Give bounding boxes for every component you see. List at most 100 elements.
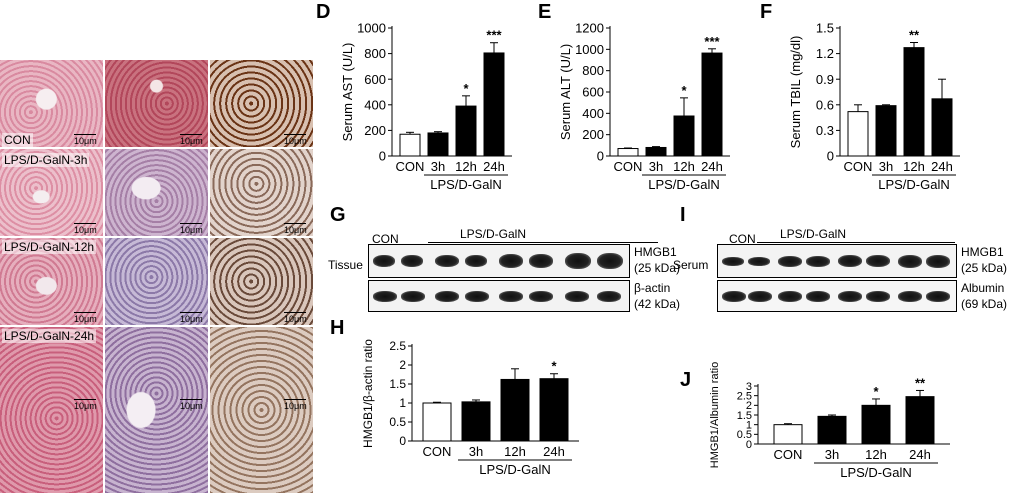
blot-beta-actin — [368, 280, 630, 312]
scale-bar: 10μm — [74, 223, 97, 235]
blot-group-label: LPS/D-GalN — [460, 227, 527, 241]
western-blot-tissue: LPS/D-GalN CON 3h 12h 24h Tissue HMGB1 (… — [328, 227, 681, 318]
significance-marker: * — [551, 359, 557, 374]
category-label: 12h — [504, 444, 526, 459]
band — [806, 291, 830, 302]
tick-label: 0 — [399, 434, 406, 448]
band — [465, 255, 487, 267]
chart-hmgb1-actin-ratio: 0 0.5 1 1.5 2 2.5 HMGB1/β-actin ratio CON 3h 12h *… — [350, 330, 610, 493]
bar — [645, 146, 667, 157]
tile-ihc-con — [210, 60, 313, 147]
panel-letter-e: E — [538, 1, 552, 23]
protein-hmgb1: HMGB1 — [961, 245, 1004, 259]
bar — [773, 424, 803, 445]
blot-group-label: LPS/D-GalN — [780, 227, 847, 241]
tick-label: 2 — [746, 400, 752, 412]
western-blot-serum: LPS/D-GalN CON 3h 12h 24h Serum HMGB1 (2… — [673, 227, 1024, 318]
protein-beta-actin: β-actin — [634, 281, 671, 295]
group-label: LPS/D-GalN — [840, 465, 912, 480]
tile-he-con — [0, 60, 103, 147]
category-label: 3h — [879, 159, 893, 174]
tile-masson-con — [105, 60, 208, 147]
scale-bar: 10μm — [284, 399, 307, 411]
y-axis-label: Serum AST (U/L) — [340, 43, 355, 142]
lane-label-con: CON — [372, 232, 399, 246]
category-label: 3h — [431, 159, 445, 174]
group-line — [428, 242, 658, 243]
category-label: 3h — [469, 444, 483, 459]
y-axis-label: HMGB1/β-actin ratio — [361, 339, 375, 448]
bar — [931, 98, 953, 157]
tile-he-24h — [0, 327, 103, 493]
significance-marker: * — [463, 81, 469, 96]
sample-label-serum: Serum — [673, 258, 709, 272]
category-label: 3h — [649, 159, 663, 174]
bar — [500, 378, 530, 442]
row-label-con: CON — [2, 133, 33, 147]
bar — [847, 111, 869, 157]
tick-label: 0.3 — [816, 123, 834, 138]
scale-bar: 10μm — [180, 312, 203, 324]
category-label: 3h — [825, 447, 839, 462]
tick-label: 0.5 — [737, 429, 752, 441]
group-line — [757, 242, 955, 243]
bar — [617, 148, 639, 157]
category-label: 24h — [701, 159, 723, 174]
significance-marker: *** — [486, 28, 502, 43]
scale-bar: 10μm — [284, 134, 307, 146]
significance-marker: * — [873, 384, 879, 399]
band — [778, 256, 802, 267]
band — [722, 257, 744, 266]
band — [373, 291, 397, 302]
band — [435, 255, 459, 267]
band — [465, 291, 489, 302]
bar — [483, 52, 505, 157]
y-axis-label: Serum ALT (U/L) — [558, 44, 573, 140]
tick-label: 1.5 — [389, 377, 406, 391]
row-label-24h: LPS/D-GalN-24h — [2, 329, 97, 343]
tick-label: 600 — [364, 72, 386, 87]
tick-label: 1000 — [357, 21, 386, 36]
scale-bar: 10μm — [74, 312, 97, 324]
category-label: CON — [774, 447, 803, 462]
tick-label: 800 — [364, 46, 386, 61]
chart-serum-ast: 0 200 400 600 800 1000 Serum AST (U/L) CON 3h * 12… — [330, 18, 540, 198]
histology-grid: CON LPS/D-GalN-3h LPS/D-GalN-12h LPS/D-G… — [0, 60, 313, 493]
y-axis-label: Serum TBIL (mg/dl) — [788, 36, 803, 149]
band — [898, 255, 922, 268]
band — [926, 255, 950, 268]
band — [748, 257, 770, 266]
category-label: CON — [423, 444, 452, 459]
tick-label: 1.5 — [816, 21, 834, 36]
tick-label: 0.9 — [816, 72, 834, 87]
band — [926, 291, 950, 302]
tick-label: 200 — [364, 123, 386, 138]
tick-label: 1200 — [575, 21, 604, 36]
band — [401, 255, 423, 267]
tick-label: 2 — [399, 358, 406, 372]
protein-albumin: Albumin — [961, 281, 1005, 295]
category-label: 24h — [543, 444, 565, 459]
tick-label: 1 — [746, 420, 752, 432]
band — [529, 291, 553, 302]
lane-label-con: CON — [729, 232, 756, 246]
significance-marker: ** — [909, 28, 920, 43]
band — [748, 291, 772, 302]
blot-hmgb1 — [717, 244, 957, 278]
panel-letter-d: D — [316, 1, 331, 23]
tick-label: 2.5 — [737, 391, 752, 403]
category-label: CON — [396, 159, 425, 174]
category-label: 24h — [931, 159, 953, 174]
chart-hmgb1-albumin-ratio: 0 0.5 1 1.5 2 2.5 3 HMGB1/Albumin ratio CON 3h * 12… — [696, 362, 986, 493]
tick-label: 400 — [364, 97, 386, 112]
tick-label: 0.5 — [389, 415, 406, 429]
band — [838, 255, 862, 267]
panel-letter-i: I — [680, 204, 686, 226]
tile-ihc-12h — [210, 238, 313, 325]
tick-label: 0 — [379, 149, 386, 164]
bar — [817, 415, 847, 445]
group-label: LPS/D-GalN — [878, 177, 950, 192]
tile-ihc-24h — [210, 327, 313, 493]
band — [866, 291, 890, 302]
protein-hmgb1-kda: (25 kDa) — [634, 261, 681, 275]
